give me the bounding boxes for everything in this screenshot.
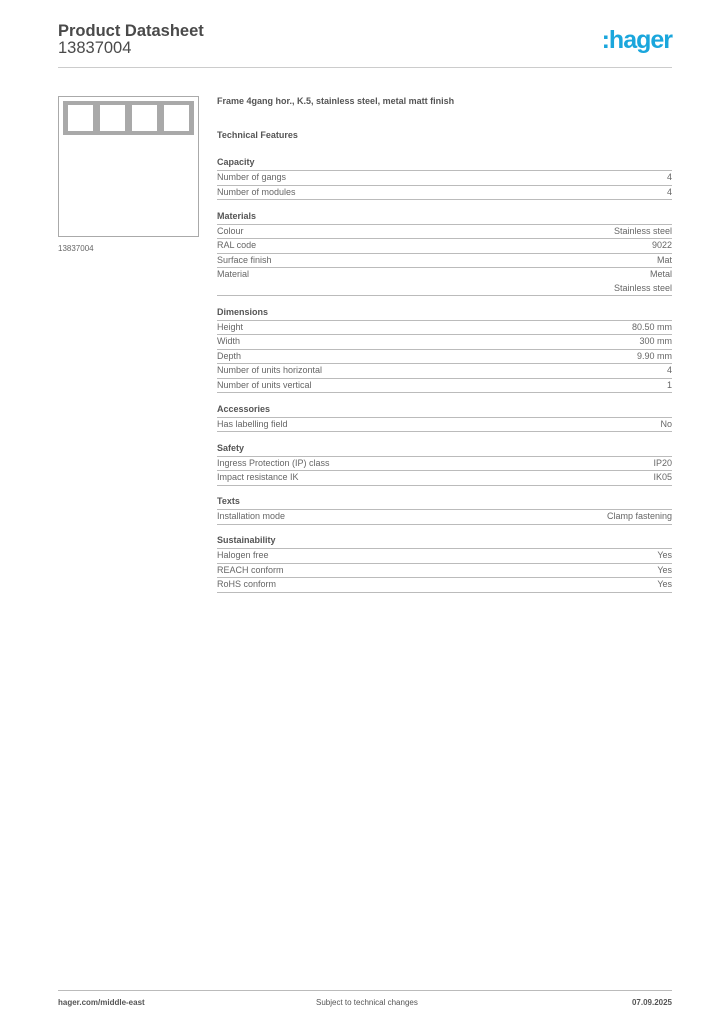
row-label: Impact resistance IK [217,472,299,482]
row-value: 4 [666,186,672,197]
technical-features-heading: Technical Features [217,130,298,140]
table-row: Has labelling field No [217,418,672,432]
product-code: 13837004 [58,39,132,57]
row-label: Material [217,269,250,279]
technical-features-table: Capacity Number of gangs 4 Number of module… [217,156,672,602]
row-value: Mat [656,254,672,265]
footer-website-link[interactable]: hager.com/middle-east [58,998,145,1007]
section-capacity: Capacity Number of gangs 4 Number of module… [217,156,672,200]
section-dimensions: Dimensions Height 80.50 mm Width 300 mm Depth… [217,306,672,393]
row-value: Stainless steel [613,225,672,236]
row-label: Ingress Protection (IP) class [217,457,330,468]
header-divider [58,67,672,68]
product-description: Frame 4gang hor., K.5, stainless steel, … [217,96,455,106]
hager-logo: :hager [601,26,673,54]
row-value: Yes [657,579,672,589]
product-image [58,96,199,237]
table-row: Halogen free Yes [217,549,672,564]
table-row: Installation mode Clamp fastening [217,510,672,525]
table-row: REACH conform Yes [217,564,672,578]
row-value: No [660,418,672,429]
row-value: IP20 [653,457,672,468]
row-value: Metal Stainless steel [613,269,672,293]
section-title: Sustainability [217,534,672,549]
table-row: RoHS conform Yes [217,578,672,593]
section-title: Texts [217,495,672,510]
page-title: Product Datasheet [58,22,204,40]
section-title: Capacity [217,156,672,171]
row-value: Yes [657,550,672,560]
section-title: Dimensions [217,306,672,321]
row-value: Clamp fastening [606,511,672,521]
row-value: 9.90 mm [636,350,672,361]
table-row: Number of modules 4 [217,186,672,200]
row-label: Installation mode [217,511,286,521]
table-row: Number of gangs 4 [217,171,672,186]
table-row: Ingress Protection (IP) class IP20 [217,457,672,471]
table-row: Depth 9.90 mm [217,350,672,364]
row-label: Depth [217,350,242,361]
row-label: Halogen free [217,550,269,560]
row-label: RAL code [217,240,257,250]
table-row: Number of units vertical 1 [217,379,672,393]
row-label: Number of modules [217,186,296,197]
footer-divider [58,990,672,991]
section-safety: Safety Ingress Protection (IP) class IP20 I… [217,442,672,486]
row-label: Number of units vertical [217,379,312,390]
row-value: Yes [657,564,672,575]
row-label: Width [217,336,241,346]
row-value: IK05 [653,472,672,482]
row-label: RoHS conform [217,579,277,589]
table-row: Width 300 mm [217,335,672,350]
image-caption: 13837004 [58,244,94,253]
row-value: 80.50 mm [631,321,672,332]
row-value: 4 [666,365,672,375]
section-title: Safety [217,442,672,457]
row-label: Number of units horizontal [217,365,323,375]
row-label: Height [217,321,244,332]
section-title: Materials [217,210,672,225]
row-value: 1 [666,379,672,390]
frame-4gang-picture [63,101,194,135]
row-label: Number of gangs [217,172,287,182]
section-title: Accessories [217,403,672,418]
footer-note: Subject to technical changes [316,998,418,1007]
row-label: Surface finish [217,254,272,265]
table-row: Number of units horizontal 4 [217,364,672,379]
row-value: 300 mm [639,336,672,346]
section-sustainability: Sustainability Halogen free Yes REACH confo… [217,534,672,593]
section-accessories: Accessories Has labelling field No [217,403,672,432]
table-row: Colour Stainless steel [217,225,672,239]
row-label: REACH conform [217,564,284,575]
table-row: Surface finish Mat [217,254,672,268]
row-value: 9022 [651,240,672,250]
row-value: 4 [666,172,672,182]
table-row: Impact resistance IK IK05 [217,471,672,486]
footer-date: 07.09.2025 [631,998,672,1007]
table-row: Height 80.50 mm [217,321,672,335]
table-row: RAL code 9022 [217,239,672,254]
row-label: Colour [217,225,244,236]
section-texts: Texts Installation mode Clamp fastening [217,495,672,525]
row-label: Has labelling field [217,418,288,429]
section-materials: Materials Colour Stainless steel RAL code 90… [217,210,672,296]
table-row: Material Metal Stainless steel [217,268,672,296]
